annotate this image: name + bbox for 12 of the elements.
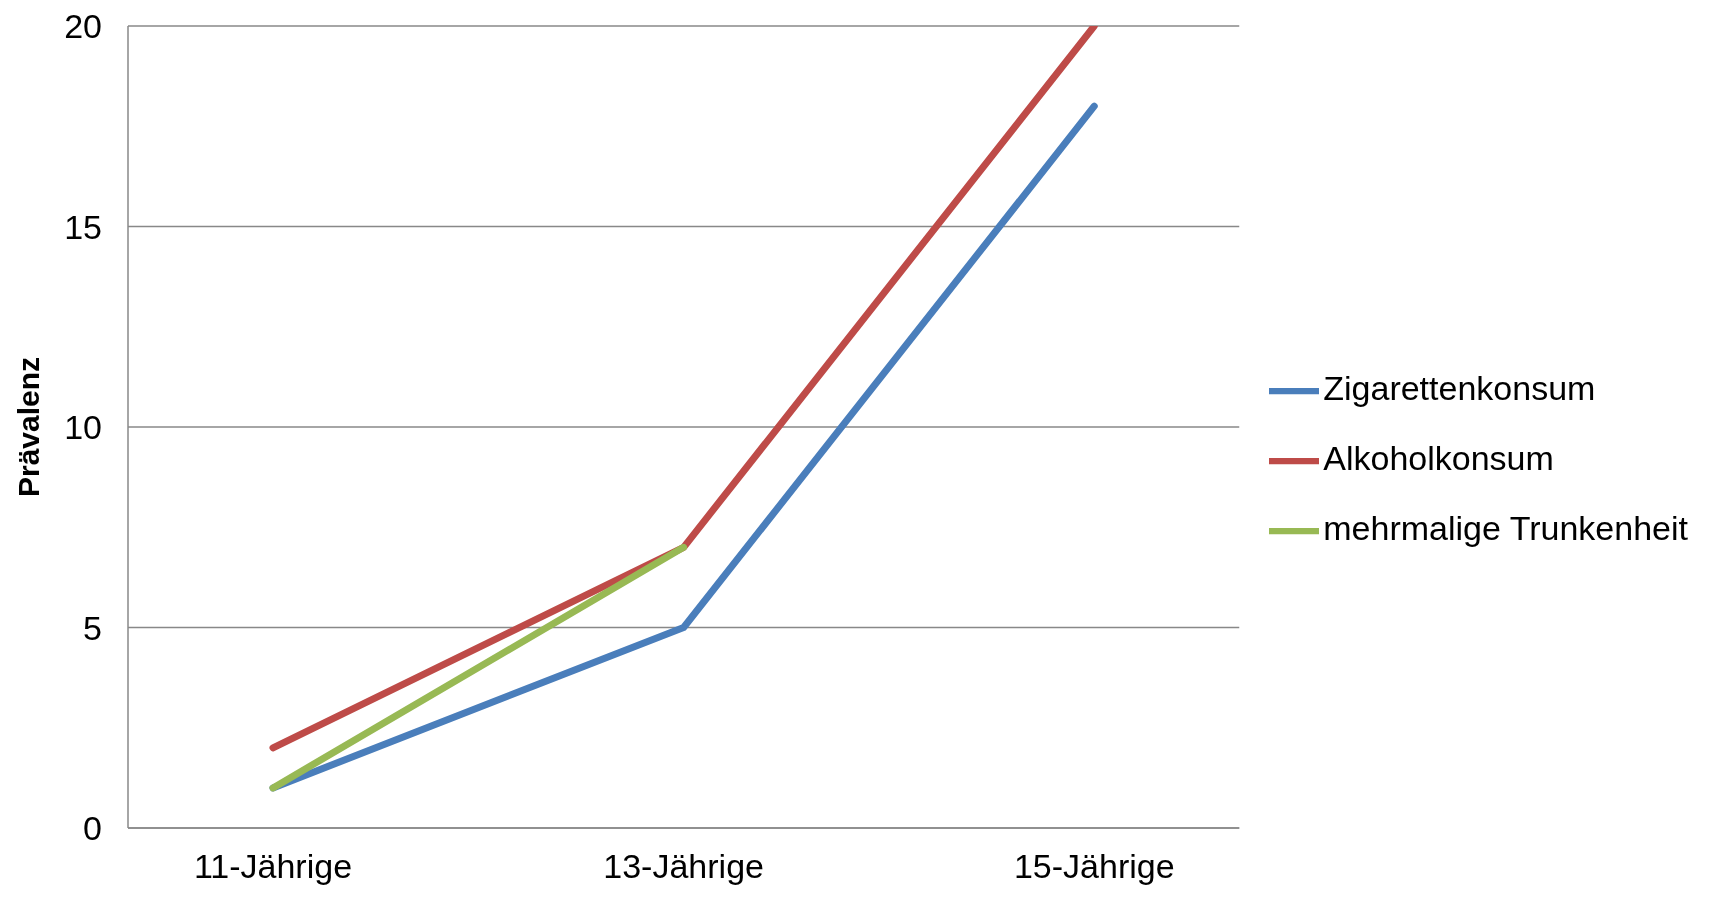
x-tick-label: 11-Jährige	[193, 847, 353, 886]
legend-label: Zigarettenkonsum	[1323, 369, 1596, 407]
legend-label: Alkoholkonsum	[1323, 439, 1554, 477]
y-tick-label: 15	[64, 207, 102, 246]
legend-label: mehrmalige Trunkenheit	[1323, 509, 1688, 547]
y-tick-label: 0	[83, 809, 102, 848]
y-tick-label: 20	[64, 7, 102, 46]
y-axis-title: Prävalenz	[11, 356, 45, 498]
y-tick-label: 5	[83, 608, 102, 647]
y-tick-label: 10	[64, 408, 102, 447]
x-tick-label: 15-Jährige	[1013, 847, 1175, 886]
x-tick-label: 13-Jährige	[603, 847, 764, 886]
